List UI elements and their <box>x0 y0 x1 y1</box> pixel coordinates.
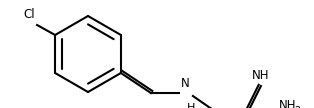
Text: NH: NH <box>279 99 296 108</box>
Text: H: H <box>187 103 195 108</box>
Text: NH: NH <box>252 69 270 82</box>
Text: N: N <box>181 77 190 90</box>
Text: 2: 2 <box>294 106 300 108</box>
Text: Cl: Cl <box>24 8 35 21</box>
